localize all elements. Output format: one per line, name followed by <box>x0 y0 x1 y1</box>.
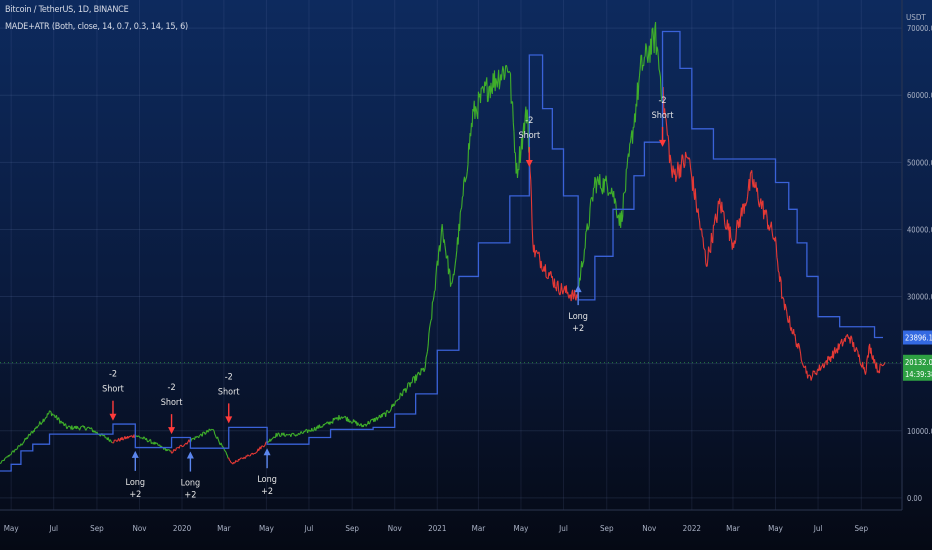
x-tick-label: Nov <box>132 524 147 533</box>
long-arrow-head <box>263 448 271 456</box>
trailing-stop-line <box>0 30 883 472</box>
long-signal-label: Long <box>257 475 277 485</box>
price-axis-unit: USDT <box>906 13 926 22</box>
symbol-title[interactable]: Bitcoin / TetherUS, 1D, BINANCE <box>5 5 129 15</box>
long-arrow-head <box>131 450 139 458</box>
y-tick-label: 60000.00 <box>907 91 932 100</box>
x-tick-label: Jul <box>558 524 568 533</box>
x-tick-label: Mar <box>472 524 486 533</box>
short-signal-value: -2 <box>168 383 176 393</box>
upper-badge-text: 23896.18 <box>905 334 932 343</box>
short-signal-value: -2 <box>658 96 666 106</box>
x-tick-label: 2020 <box>173 524 192 533</box>
short-arrow-head <box>659 139 667 147</box>
short-signal: -2 Short <box>652 96 674 147</box>
short-signal-label: Short <box>161 398 183 408</box>
upper-badge-bg <box>903 330 932 345</box>
long-signal: Long +2 <box>568 285 588 334</box>
x-tick-label: May <box>768 524 784 533</box>
short-signal: -2 Short <box>218 372 240 424</box>
x-tick-label: Mar <box>726 524 740 533</box>
x-tick-label: 2022 <box>683 524 701 533</box>
short-signal-value: -2 <box>225 372 233 382</box>
short-signal-label: Short <box>102 385 124 395</box>
x-tick-label: Nov <box>388 524 403 533</box>
horizontal-grid: 0.0010000.0020000.0030000.0040000.005000… <box>0 24 932 503</box>
last-badge-price: 20132.06 <box>905 358 932 367</box>
x-tick-label: 2021 <box>428 524 446 533</box>
indicator-legend[interactable]: MADE+ATR (Both, close, 14, 0.7, 0.3, 14,… <box>5 22 189 32</box>
long-signal-label: Long <box>126 478 146 488</box>
x-tick-label: Nov <box>642 524 657 533</box>
y-tick-label: 30000.00 <box>907 293 932 302</box>
x-tick-label: Mar <box>217 524 231 533</box>
x-tick-label: Sep <box>345 524 359 533</box>
y-tick-label: 0.00 <box>907 494 922 503</box>
y-tick-label: 70000.00 <box>907 24 932 33</box>
x-tick-label: May <box>259 524 275 533</box>
long-signal-label: Long <box>568 312 588 322</box>
upper-price-badge: 23896.18 <box>903 330 932 345</box>
long-signal-value: +2 <box>572 324 584 334</box>
short-signal-label: Short <box>518 131 540 141</box>
short-arrow-head <box>168 427 176 435</box>
x-tick-label: Jul <box>304 524 314 533</box>
y-tick-label: 10000.00 <box>907 427 932 436</box>
short-signal: -2 Short <box>102 370 124 421</box>
short-arrow-head <box>525 160 533 168</box>
last-badge-bg <box>903 354 932 381</box>
long-signal-label: Long <box>181 479 201 489</box>
x-tick-label: May <box>4 524 20 533</box>
x-tick-label: Sep <box>854 524 868 533</box>
price-line-bullish <box>0 21 663 465</box>
short-signal: -2 Short <box>161 383 183 435</box>
short-signal-label: Short <box>218 387 240 397</box>
long-signal: Long +2 <box>181 451 201 501</box>
y-tick-label: 40000.00 <box>907 225 932 234</box>
x-tick-label: Jul <box>813 524 823 533</box>
short-arrow-head <box>109 413 117 421</box>
short-signal-value: -2 <box>525 116 533 126</box>
last-price-badge: 20132.06 14:39:38 <box>903 354 932 381</box>
short-signal-label: Short <box>652 111 674 121</box>
x-tick-label: May <box>514 524 530 533</box>
long-arrow-head <box>574 285 582 293</box>
x-tick-label: Jul <box>48 524 58 533</box>
last-badge-countdown: 14:39:38 <box>905 370 932 379</box>
long-signal-value: +2 <box>261 487 273 497</box>
short-signal: -2 Short <box>518 116 540 168</box>
long-signal: Long +2 <box>126 450 146 500</box>
short-arrow-head <box>225 416 233 424</box>
long-signal-value: +2 <box>129 490 141 500</box>
price-line-bearish <box>112 86 886 465</box>
x-tick-label: Sep <box>90 524 104 533</box>
long-arrow-head <box>186 451 194 459</box>
y-tick-label: 50000.00 <box>907 158 932 167</box>
long-signal: Long +2 <box>257 448 277 497</box>
short-signal-value: -2 <box>109 370 117 380</box>
long-signal-value: +2 <box>184 491 196 501</box>
x-tick-label: Sep <box>600 524 614 533</box>
